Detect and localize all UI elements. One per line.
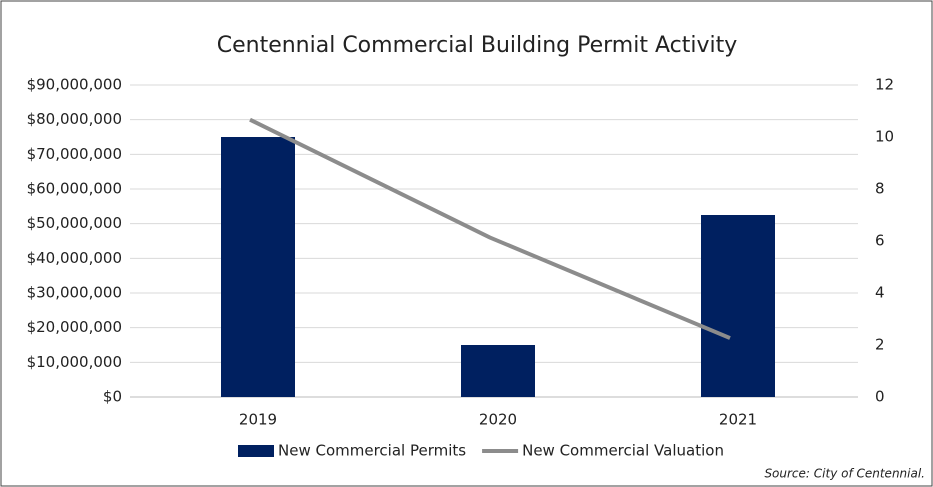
y2-tick-label: 2 (875, 336, 885, 354)
y2-tick-label: 4 (875, 284, 885, 302)
x-tick-label: 2019 (239, 411, 277, 429)
y-tick-label: $40,000,000 (27, 249, 122, 267)
bar (461, 345, 535, 397)
y-tick-label: $0 (103, 388, 122, 406)
y2-tick-label: 6 (875, 232, 885, 250)
legend-swatch (238, 445, 274, 457)
x-tick-label: 2020 (479, 411, 517, 429)
y-tick-label: $50,000,000 (27, 214, 122, 232)
x-tick-label: 2021 (719, 411, 757, 429)
chart-title: Centennial Commercial Building Permit Ac… (217, 33, 738, 58)
y-tick-label: $60,000,000 (27, 180, 122, 198)
y2-tick-label: 0 (875, 388, 885, 406)
line (249, 117, 731, 340)
y-tick-label: $10,000,000 (27, 353, 122, 371)
y-tick-label: $20,000,000 (27, 318, 122, 336)
legend-label: New Commercial Permits (278, 442, 466, 460)
y2-tick-label: 10 (875, 128, 894, 146)
source-note: Source: City of Centennial. (764, 467, 925, 481)
bar (701, 215, 775, 397)
y2-tick-label: 8 (875, 180, 885, 198)
y-tick-label: $30,000,000 (27, 284, 122, 302)
legend-label: New Commercial Valuation (522, 442, 724, 460)
y-tick-label: $70,000,000 (27, 145, 122, 163)
y2-tick-label: 12 (875, 76, 894, 94)
y-tick-label: $90,000,000 (27, 76, 122, 94)
bar (221, 137, 295, 397)
y-tick-label: $80,000,000 (27, 110, 122, 128)
